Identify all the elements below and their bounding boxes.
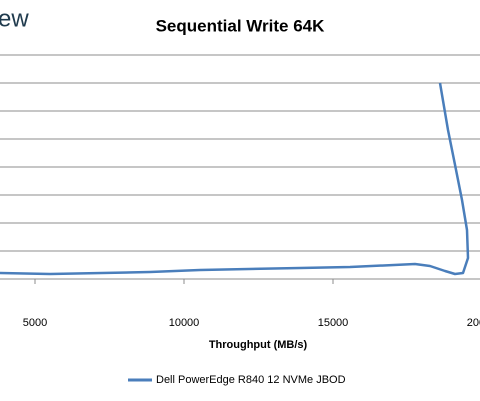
x-tick-label: 15000 xyxy=(318,317,349,329)
x-tick-label: 5000 xyxy=(23,317,47,329)
x-tick-label: 20000 xyxy=(467,317,480,329)
chart-title: Sequential Write 64K xyxy=(156,16,326,35)
watermark: ew xyxy=(0,5,29,32)
x-tick-label: 10000 xyxy=(169,317,200,329)
series-line xyxy=(0,82,470,276)
legend-label: Dell PowerEdge R840 12 NVMe JBOD xyxy=(156,374,346,386)
x-axis-label: Throughput (MB/s) xyxy=(209,339,308,351)
